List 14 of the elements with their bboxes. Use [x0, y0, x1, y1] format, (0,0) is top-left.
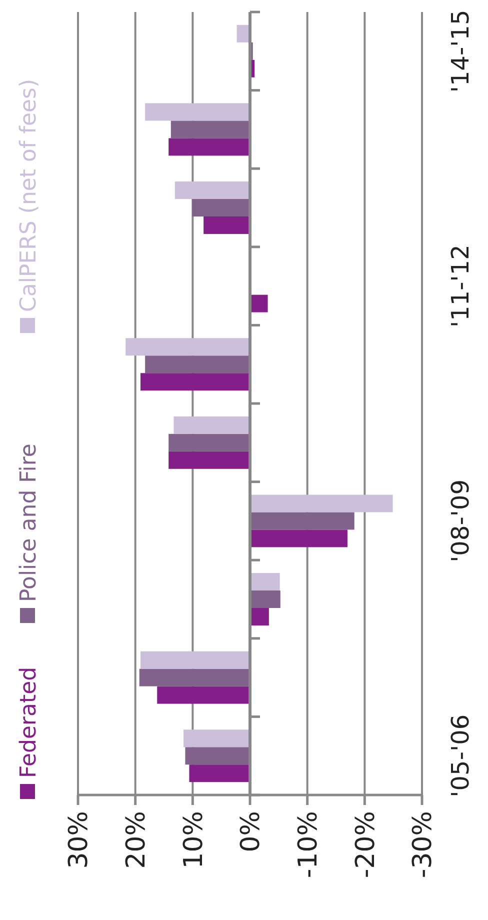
y-tick-label: '05-'06: [446, 714, 474, 798]
text: CalPERS (net of fees): [16, 78, 42, 312]
y-tick-label: '14-'15: [446, 10, 474, 93]
text: Police and Fire: [16, 444, 42, 602]
x-tick-label: -20%: [350, 811, 381, 878]
text: Federated: [16, 666, 42, 778]
x-tick-label: 10%: [178, 811, 209, 869]
y-tick-label: '08-'09: [446, 479, 474, 562]
x-tick-label: 0%: [236, 811, 266, 852]
y-tick-label: '11-'12: [446, 244, 474, 328]
x-tick-label: -30%: [408, 811, 438, 878]
x-tick-label: -10%: [293, 811, 324, 878]
x-tick-label: 20%: [121, 811, 152, 869]
x-tick-label: 30%: [64, 811, 94, 869]
